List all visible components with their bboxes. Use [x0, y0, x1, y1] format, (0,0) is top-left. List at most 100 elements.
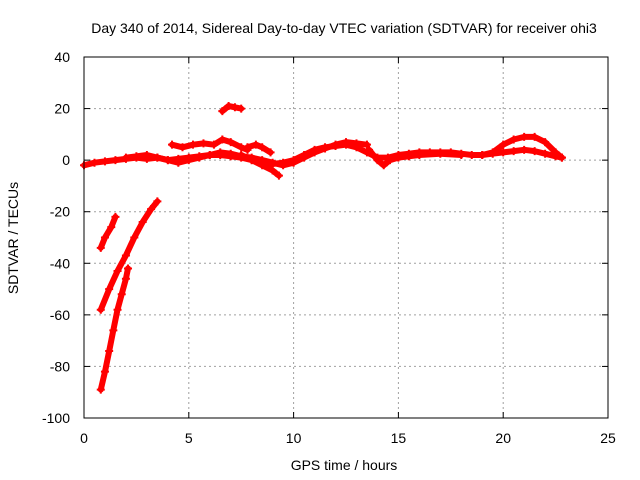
y-tick-label: -20 — [50, 204, 70, 220]
plot-frame — [83, 56, 609, 419]
data-point-arc-2-20 — [331, 140, 340, 149]
y-tick-label: -80 — [50, 358, 70, 374]
y-tick-label: -40 — [50, 255, 70, 271]
data-point-arc-10-0 — [96, 305, 105, 314]
data-point-arc-2-5 — [174, 158, 183, 167]
x-tick-label: 20 — [495, 430, 511, 446]
data-point-arc-2-17 — [300, 153, 309, 162]
data-point-arc-8-1 — [488, 148, 497, 157]
data-point-arc-4-1 — [247, 156, 256, 165]
data-point-arc-1-42 — [520, 145, 529, 154]
data-point-arc-11-6 — [121, 274, 130, 283]
data-point-arc-11-5 — [117, 290, 126, 299]
data-point-arc-3-6 — [226, 138, 235, 147]
data-point-arc-2-10 — [226, 149, 235, 158]
data-point-arc-2-6 — [184, 156, 193, 165]
data-point-arc-8-2 — [499, 140, 508, 149]
data-point-arc-2-15 — [279, 161, 288, 170]
data-point-arc-2-7 — [195, 153, 204, 162]
data-point-arc-2-23 — [362, 140, 371, 149]
data-point-arc-10-2 — [113, 267, 122, 276]
data-point-arc-5-0 — [243, 143, 252, 152]
tick-layer: 0 5 10 15 20 25 -100 -80 -60 -40 -20 0 20 40 — [42, 49, 616, 446]
data-point-arc-7-3 — [386, 156, 395, 165]
x-axis-label: GPS time / hours — [291, 457, 398, 473]
data-point-arc-7-1 — [373, 156, 382, 165]
series-line-arc-10 — [97, 198, 161, 313]
data-point-arc-10-1 — [105, 285, 114, 294]
data-point-arc-6-0 — [218, 107, 227, 116]
data-point-arc-11-3 — [109, 326, 118, 335]
data-point-arc-9-2 — [107, 223, 116, 232]
data-point-arc-2-16 — [289, 158, 298, 167]
data-point-arc-7-6 — [415, 150, 424, 159]
data-point-arc-8-5 — [530, 132, 539, 141]
data-point-arc-4-2 — [258, 161, 267, 170]
data-point-arc-8-3 — [509, 135, 518, 144]
data-point-arc-2-22 — [352, 139, 361, 148]
data-point-arc-8-4 — [520, 132, 529, 141]
data-point-arc-11-7 — [124, 264, 133, 273]
data-point-arc-10-4 — [130, 233, 139, 242]
data-point-arc-11-0 — [96, 385, 105, 394]
data-point-arc-3-1 — [178, 143, 187, 152]
data-point-arc-2-8 — [205, 150, 214, 159]
y-tick-label: 40 — [54, 49, 70, 65]
data-point-arc-11-1 — [100, 367, 109, 376]
data-point-arc-2-2 — [142, 150, 151, 159]
data-point-arc-2-19 — [321, 144, 330, 153]
data-point-arc-10-7 — [153, 197, 162, 206]
grid-layer — [84, 57, 608, 418]
data-point-arc-2-9 — [216, 148, 225, 157]
x-tick-label: 10 — [286, 430, 302, 446]
y-axis-label: SDTVAR / TECUs — [5, 182, 21, 294]
data-point-arc-8-7 — [551, 148, 560, 157]
data-point-arc-3-3 — [199, 139, 208, 148]
data-point-arc-4-4 — [274, 171, 283, 180]
y-tick-label: -100 — [42, 410, 70, 426]
y-tick-label: -60 — [50, 307, 70, 323]
data-point-arc-2-0 — [121, 153, 130, 162]
data-point-arc-5-3 — [266, 148, 275, 157]
data-point-arc-8-0 — [478, 150, 487, 159]
data-point-arc-1-43 — [530, 147, 539, 156]
data-point-arc-9-0 — [96, 243, 105, 252]
data-point-arc-1-41 — [509, 147, 518, 156]
data-point-arc-4-3 — [268, 166, 277, 175]
data-point-arc-1-44 — [541, 149, 550, 158]
series-line-arc-9 — [97, 213, 119, 251]
data-point-arc-7-0 — [365, 145, 374, 154]
data-point-arc-7-2 — [379, 161, 388, 170]
y-tick-label: 20 — [54, 101, 70, 117]
data-point-arc-10-3 — [121, 251, 130, 260]
data-point-arc-7-4 — [394, 153, 403, 162]
data-point-arc-11-2 — [105, 346, 114, 355]
x-tick-label: 0 — [80, 430, 88, 446]
x-tick-label: 15 — [391, 430, 407, 446]
data-point-arc-3-0 — [168, 140, 177, 149]
data-point-arc-2-4 — [163, 156, 172, 165]
data-point-arc-1-1 — [90, 158, 99, 167]
x-tick-label: 25 — [600, 430, 616, 446]
data-point-arc-1-37 — [467, 150, 476, 159]
data-point-arc-7-5 — [404, 152, 413, 161]
data-point-arc-10-5 — [138, 218, 147, 227]
data-point-arc-2-1 — [132, 152, 141, 161]
data-point-arc-1-3 — [111, 156, 120, 165]
data-point-arc-2-14 — [268, 158, 277, 167]
data-point-arc-3-2 — [188, 140, 197, 149]
data-point-arc-1-2 — [100, 157, 109, 166]
data-point-arc-2-3 — [153, 153, 162, 162]
data-point-arc-7-7 — [436, 149, 445, 158]
data-point-arc-6-2 — [230, 103, 239, 112]
x-tick-label: 5 — [185, 430, 193, 446]
data-point-arc-2-21 — [342, 138, 350, 147]
y-tick-label: 0 — [62, 152, 70, 168]
data-point-arc-6-3 — [237, 104, 246, 113]
data-point-arc-1-40 — [499, 148, 508, 157]
data-point-arc-5-2 — [258, 143, 267, 152]
data-point-arc-9-3 — [111, 212, 120, 221]
series-layer — [80, 101, 566, 394]
